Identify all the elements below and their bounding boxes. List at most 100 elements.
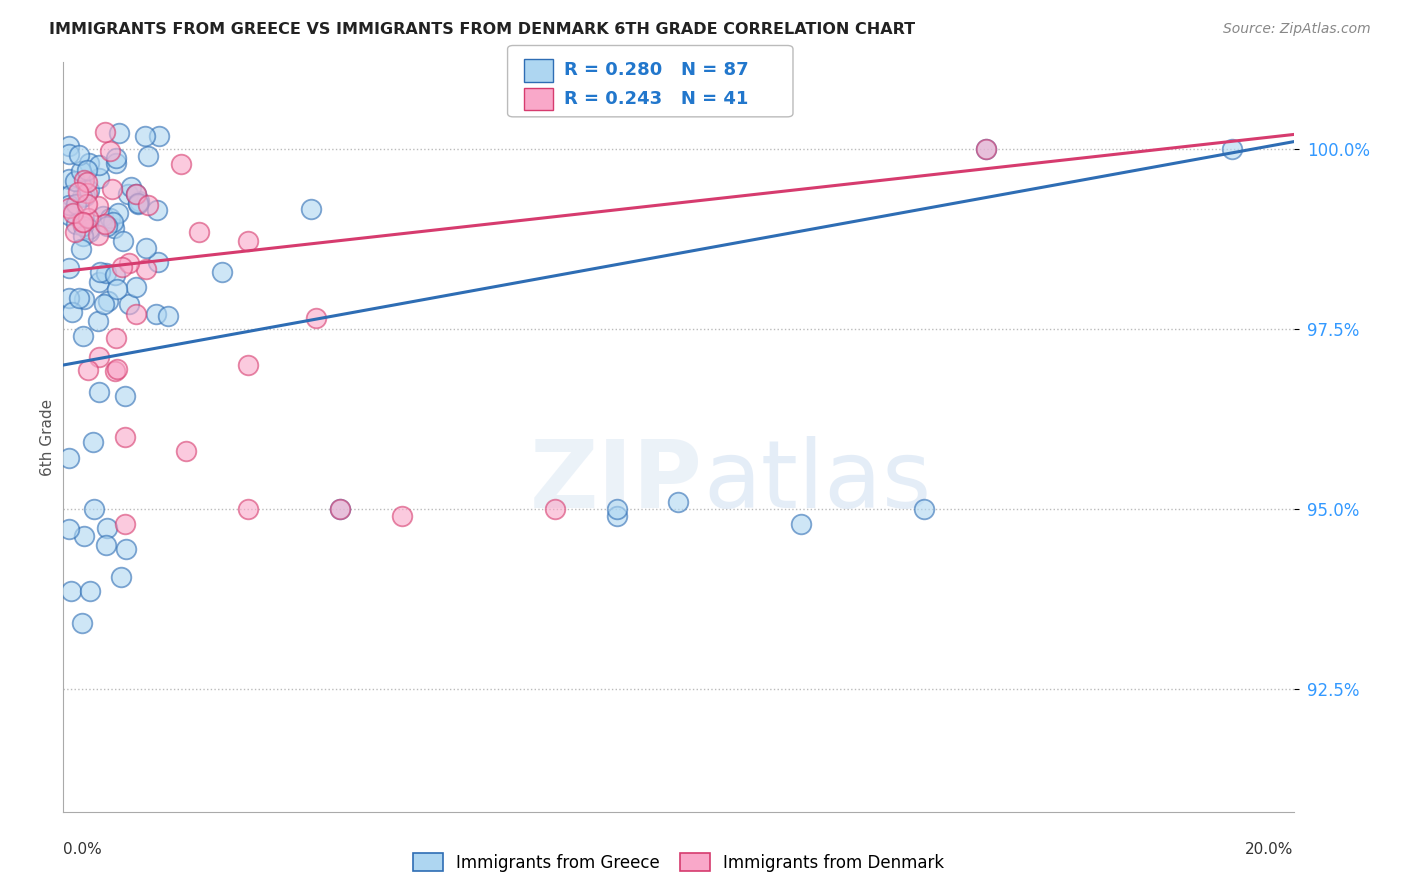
Point [236, 234, 259, 248]
Point [790, 516, 813, 531]
Point [666, 495, 689, 509]
Point [77, 183, 100, 197]
Point [120, 179, 142, 194]
Point [67, 148, 90, 162]
Point [87, 227, 110, 242]
Point [118, 256, 141, 270]
Point [58, 202, 80, 216]
Point [91, 209, 114, 223]
Point [76, 186, 98, 200]
Legend: Immigrants from Greece, Immigrants from Denmark: Immigrants from Greece, Immigrants from … [406, 847, 950, 879]
Point [96, 538, 118, 552]
Point [82, 435, 104, 450]
Point [974, 142, 997, 156]
Point [72, 616, 94, 631]
Point [67, 291, 90, 305]
Point [299, 202, 322, 216]
Point [58, 198, 80, 212]
Text: R = 0.243   N = 41: R = 0.243 N = 41 [564, 90, 748, 108]
Point [59, 583, 82, 598]
Point [65, 217, 87, 231]
Point [112, 234, 135, 248]
Point [104, 331, 127, 345]
Point [65, 197, 87, 211]
Point [58, 208, 80, 222]
Point [93, 297, 115, 311]
Text: 20.0%: 20.0% [1246, 842, 1294, 856]
Point [75, 189, 97, 203]
Point [76, 196, 98, 211]
Point [127, 197, 149, 211]
Point [77, 211, 100, 225]
Point [105, 362, 128, 376]
Point [62, 206, 84, 220]
Point [73, 292, 96, 306]
Point [146, 255, 169, 269]
Point [391, 509, 413, 524]
Point [87, 158, 110, 172]
Point [70, 190, 93, 204]
Point [134, 128, 156, 143]
Point [98, 211, 121, 225]
Point [914, 502, 936, 516]
Point [148, 129, 170, 144]
Point [146, 203, 169, 218]
Point [104, 364, 127, 378]
Text: 0.0%: 0.0% [63, 842, 103, 856]
Point [94, 125, 117, 139]
Point [93, 217, 115, 231]
Point [72, 228, 94, 243]
Point [117, 296, 139, 310]
Point [58, 261, 80, 276]
Point [76, 363, 98, 377]
Point [136, 198, 159, 212]
Point [114, 389, 136, 403]
Point [236, 358, 259, 372]
Point [135, 261, 157, 276]
Point [87, 385, 110, 400]
Point [103, 215, 125, 229]
Point [72, 215, 94, 229]
Point [87, 275, 110, 289]
Text: Source: ZipAtlas.com: Source: ZipAtlas.com [1223, 22, 1371, 37]
Point [79, 155, 101, 169]
Point [87, 314, 110, 328]
Text: IMMIGRANTS FROM GREECE VS IMMIGRANTS FROM DENMARK 6TH GRADE CORRELATION CHART: IMMIGRANTS FROM GREECE VS IMMIGRANTS FRO… [49, 22, 915, 37]
Point [76, 175, 98, 189]
Point [125, 187, 148, 202]
Point [136, 149, 159, 163]
Point [89, 265, 111, 279]
Point [63, 174, 86, 188]
Point [115, 541, 138, 556]
Point [329, 502, 352, 516]
Point [114, 430, 136, 444]
Point [544, 502, 567, 516]
Point [58, 450, 80, 465]
Point [128, 194, 150, 208]
Point [125, 187, 148, 202]
Point [101, 182, 124, 196]
Point [96, 219, 118, 233]
Point [58, 522, 80, 536]
Point [70, 215, 93, 229]
Point [97, 294, 120, 309]
Point [76, 163, 98, 178]
Text: ZIP: ZIP [530, 436, 703, 528]
Point [70, 164, 93, 178]
Point [58, 147, 80, 161]
Point [117, 187, 139, 202]
Point [73, 529, 96, 543]
Point [127, 196, 149, 211]
Point [135, 241, 157, 255]
Point [60, 304, 83, 318]
Point [211, 265, 233, 279]
Point [111, 260, 134, 274]
Point [67, 185, 90, 199]
Point [305, 310, 328, 325]
Point [63, 225, 86, 239]
Point [170, 157, 193, 171]
Point [94, 266, 117, 280]
Point [59, 188, 82, 202]
Point [236, 502, 259, 516]
Point [105, 282, 128, 296]
